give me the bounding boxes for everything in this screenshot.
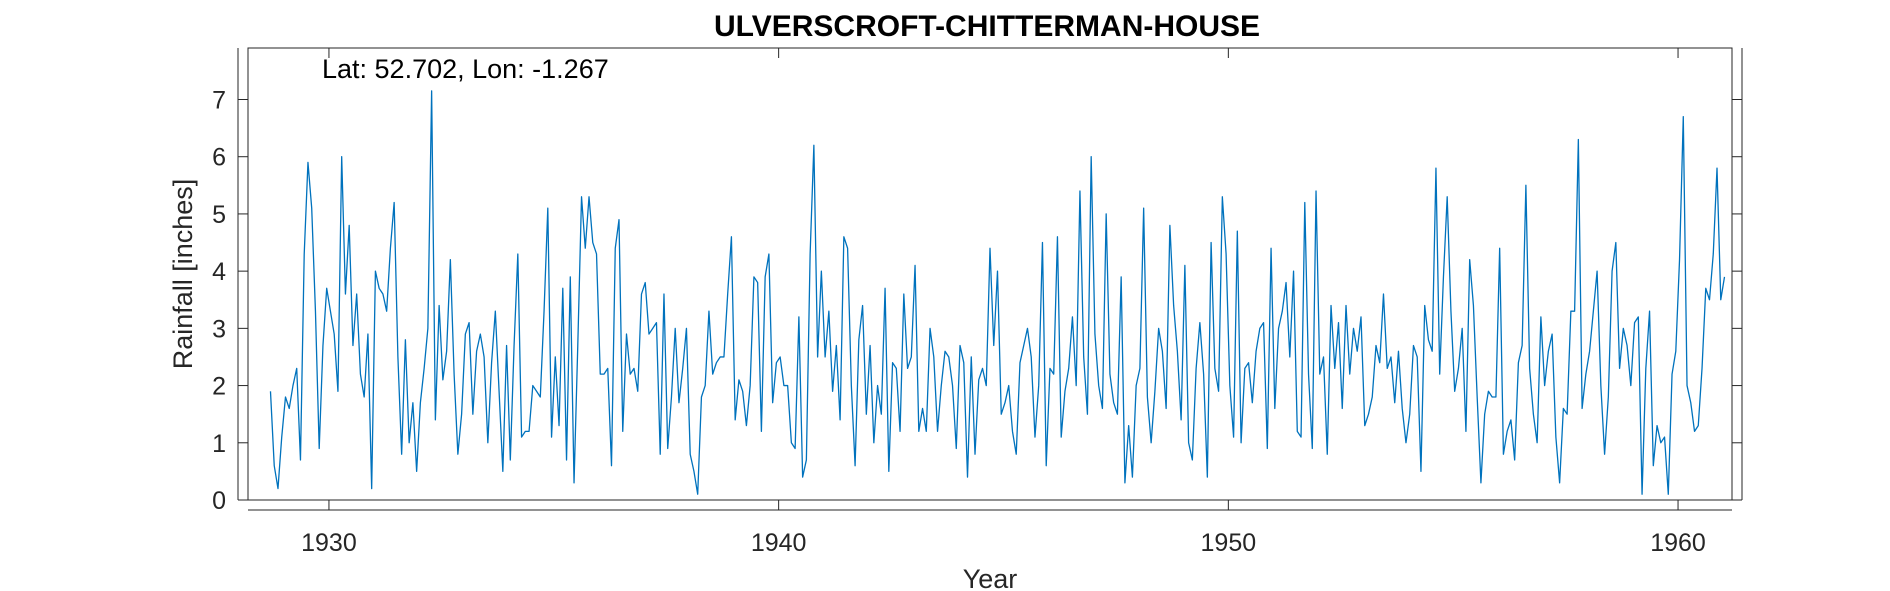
y-tick-label: 1: [212, 430, 226, 458]
axis-ticks: [237, 48, 1743, 511]
y-tick-label: 6: [212, 144, 226, 172]
y-tick-label: 7: [212, 86, 226, 114]
chart-title: ULVERSCROFT-CHITTERMAN-HOUSE: [714, 10, 1260, 43]
x-tick-label: 1930: [301, 529, 357, 557]
y-tick-label: 5: [212, 201, 226, 229]
y-tick-label: 4: [212, 258, 226, 286]
plot-area-frame: [247, 47, 1733, 501]
x-tick-label: 1950: [1201, 529, 1257, 557]
rainfall-series-line: [269, 90, 1726, 495]
y-tick-label: 3: [212, 315, 226, 343]
y-tick-label: 2: [212, 373, 226, 401]
axis-tick-labels: 1930 1940 1950 1960 0 1 2 3 4 5 6 7: [212, 86, 1706, 557]
x-tick-label: 1940: [751, 529, 807, 557]
x-axis-label: Year: [963, 564, 1018, 591]
y-tick-label: 0: [212, 487, 226, 515]
y-axis-label: Rainfall [inches]: [168, 179, 198, 370]
station-location-annotation: Lat: 52.702, Lon: -1.267: [322, 54, 609, 84]
x-tick-label: 1960: [1650, 529, 1706, 557]
